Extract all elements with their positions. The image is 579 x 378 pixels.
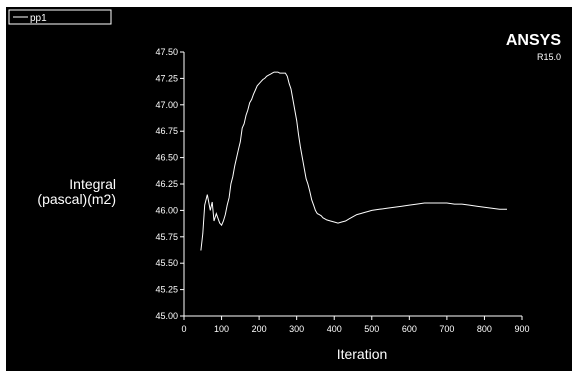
y-tick-label: 45.75	[155, 232, 178, 242]
y-tick-label: 46.50	[155, 153, 178, 163]
x-tick-label: 700	[439, 324, 454, 334]
legend-entry: pp1	[30, 13, 47, 24]
chart-svg: pp1 ANSYS R15.0 45.00 45.25 45.50 45.75 46.0…	[8, 9, 561, 362]
brand-version: R15.0	[537, 52, 561, 62]
x-tick-label: 300	[289, 324, 304, 334]
y-axis-label-line1: Integral	[69, 176, 116, 192]
x-tick-label: 500	[364, 324, 379, 334]
y-tick-label: 47.50	[155, 47, 178, 57]
series-group	[200, 71, 507, 251]
y-tick-label: 46.75	[155, 126, 178, 136]
y-tick-label: 46.00	[155, 205, 178, 215]
brand-name: ANSYS	[506, 32, 561, 49]
y-tick-label: 47.25	[155, 73, 178, 83]
x-tick-label: 200	[252, 324, 267, 334]
y-tick-label: 46.25	[155, 179, 178, 189]
y-tick-label: 45.50	[155, 258, 178, 268]
x-tick-label: 0	[181, 324, 186, 334]
y-tick-label: 45.00	[155, 311, 178, 321]
y-axis-label-line2: (pascal)(m2)	[37, 191, 116, 207]
plot-frame: pp1 ANSYS R15.0 45.00 45.25 45.50 45.75 46.0…	[6, 7, 572, 371]
x-tick-label: 900	[514, 324, 529, 334]
legend: pp1	[8, 9, 112, 25]
legend-box	[8, 9, 112, 25]
x-axis-label: Iteration	[337, 346, 388, 362]
x-tick-label: 600	[402, 324, 417, 334]
x-tick-label: 400	[327, 324, 342, 334]
x-tick-label: 100	[214, 324, 229, 334]
axes: 45.00 45.25 45.50 45.75 46.00 46.25 46.50 46.75…	[155, 47, 529, 334]
y-tick-label: 47.00	[155, 100, 178, 110]
x-tick-label: 800	[477, 324, 492, 334]
series-line-pp1	[200, 71, 507, 251]
y-tick-label: 45.25	[155, 285, 178, 295]
